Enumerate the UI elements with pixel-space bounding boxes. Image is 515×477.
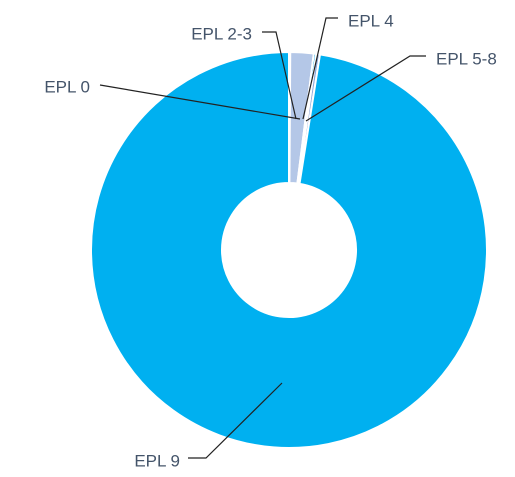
leader-line-epl-4 — [302, 17, 338, 120]
donut-slices — [90, 50, 488, 449]
leader-line-epl-0 — [99, 84, 301, 120]
slice-epl-9 — [90, 50, 488, 449]
slice-labels: EPL 0 EPL 2-3 EPL 4 EPL 5-8 EPL 9 — [44, 11, 496, 470]
label-epl-2-3: EPL 2-3 — [191, 24, 252, 43]
leader-line-epl-9 — [188, 382, 283, 459]
leader-line-epl-5-8 — [305, 55, 426, 122]
label-epl-0: EPL 0 — [44, 77, 90, 96]
leader-lines — [99, 17, 426, 459]
label-epl-4: EPL 4 — [348, 11, 394, 30]
label-epl-5-8: EPL 5-8 — [436, 49, 497, 68]
leader-line-epl-2-3 — [262, 31, 297, 120]
label-epl-9: EPL 9 — [134, 451, 180, 470]
